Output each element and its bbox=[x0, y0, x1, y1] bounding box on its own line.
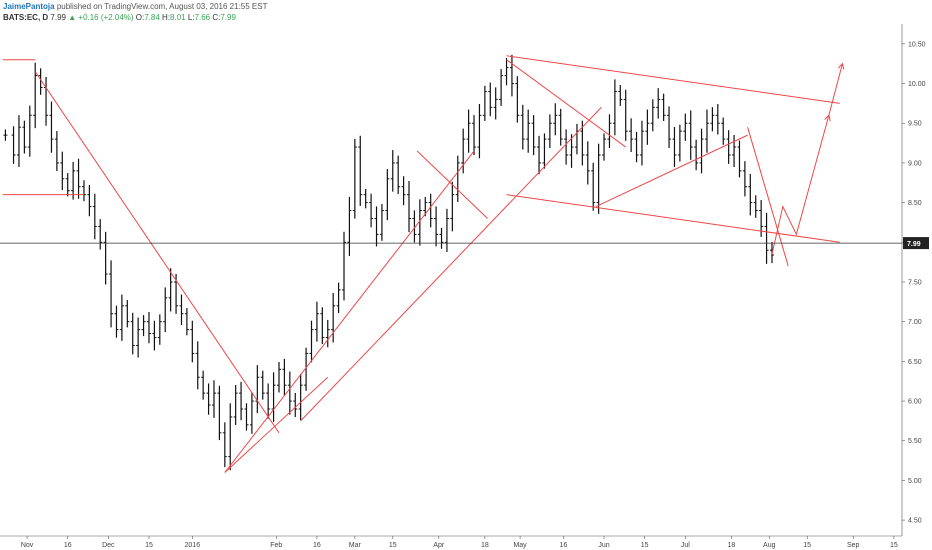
time-tick-label: 18 bbox=[727, 542, 735, 549]
time-tick-label: 15 bbox=[145, 542, 153, 549]
time-tick-label: 15 bbox=[803, 542, 811, 549]
last-price-label: 7.99 bbox=[907, 241, 921, 248]
time-tick-label: Mar bbox=[349, 542, 362, 549]
time-tick-label: 18 bbox=[481, 542, 489, 549]
low-value: 7.66 bbox=[194, 13, 211, 22]
time-tick-label: 15 bbox=[641, 542, 649, 549]
time-tick-label: Aug bbox=[763, 542, 776, 549]
plot-area[interactable] bbox=[0, 24, 902, 536]
symbol-info-line: BATS:EC, D 7.99 ▲ +0.16 (+2.04%) O:7.84 … bbox=[3, 13, 236, 22]
time-tick-label: Apr bbox=[433, 542, 445, 549]
publisher-line: JaimePantoja published on TradingView.co… bbox=[3, 2, 267, 11]
arrow-head bbox=[837, 62, 845, 70]
trend-line bbox=[506, 55, 840, 104]
price-tick-label: 7.00 bbox=[908, 319, 922, 326]
price-tick-label: 8.50 bbox=[908, 200, 922, 207]
close-label: C: bbox=[212, 13, 221, 22]
time-tick-label: Nov bbox=[21, 542, 34, 549]
published-info: published on TradingView.com, August 03,… bbox=[56, 2, 268, 11]
projection-path bbox=[828, 63, 843, 116]
price-tick-label: 5.50 bbox=[908, 438, 922, 445]
trend-drawings[interactable] bbox=[2, 55, 845, 473]
price-tick-label: 4.50 bbox=[908, 518, 922, 525]
ohlc-bars bbox=[3, 54, 774, 471]
time-tick-label: Sep bbox=[847, 542, 860, 549]
time-tick-label: Jun bbox=[598, 542, 609, 549]
trend-line bbox=[300, 107, 602, 422]
trend-line bbox=[416, 150, 488, 219]
change-value: +0.16 (+2.04%) bbox=[78, 13, 134, 22]
trend-line bbox=[595, 134, 748, 208]
time-tick-label: Dec bbox=[102, 542, 115, 549]
trend-line bbox=[224, 150, 475, 473]
price-tick-label: 10.50 bbox=[908, 41, 926, 48]
time-tick-label: May bbox=[513, 542, 527, 549]
trend-line bbox=[506, 194, 840, 243]
price-tick-label: 6.00 bbox=[908, 399, 922, 406]
price-tick-label: 5.00 bbox=[908, 478, 922, 485]
trend-line bbox=[506, 59, 627, 148]
change-arrow: ▲ bbox=[68, 13, 77, 22]
high-label: H: bbox=[162, 13, 171, 22]
time-tick-label: 2016 bbox=[185, 542, 201, 549]
time-tick-label: 16 bbox=[313, 542, 321, 549]
time-tick-label: Feb bbox=[270, 542, 282, 549]
open-label: O: bbox=[135, 13, 145, 22]
last-price-badge bbox=[903, 237, 929, 250]
time-tick-label: 15 bbox=[389, 542, 397, 549]
last-price-marker: 7.99 bbox=[0, 237, 929, 250]
price-tick-label: 9.00 bbox=[908, 160, 922, 167]
price-tick-label: 7.50 bbox=[908, 279, 922, 286]
time-axis[interactable]: Nov 16 Dec 15 2016 Feb 16 Mar 15 Apr 18 May 16 Jun 15 J… bbox=[21, 536, 898, 549]
price-tick-label: 10.00 bbox=[908, 81, 926, 88]
projection-path bbox=[771, 115, 830, 255]
time-tick-label: 16 bbox=[64, 542, 72, 549]
last-price: 7.99 bbox=[50, 13, 66, 22]
symbol-label: BATS:EC, D bbox=[3, 13, 49, 22]
time-tick-label: 16 bbox=[560, 542, 568, 549]
low-label: L: bbox=[187, 13, 195, 22]
trend-line bbox=[34, 71, 280, 434]
time-tick-label: Jul bbox=[681, 542, 690, 549]
author-link[interactable]: JaimePantoja bbox=[3, 2, 55, 11]
price-tick-label: 9.50 bbox=[908, 121, 922, 128]
open-value: 7.84 bbox=[144, 13, 160, 22]
price-tick-label: 6.50 bbox=[908, 359, 922, 366]
close-value: 7.99 bbox=[220, 13, 236, 22]
trend-line bbox=[224, 376, 329, 473]
price-axis[interactable]: 10.5010.009.509.008.508.007.507.006.506.… bbox=[902, 41, 926, 525]
high-value: 8.01 bbox=[170, 13, 186, 22]
time-tick-label: 15 bbox=[890, 542, 898, 549]
